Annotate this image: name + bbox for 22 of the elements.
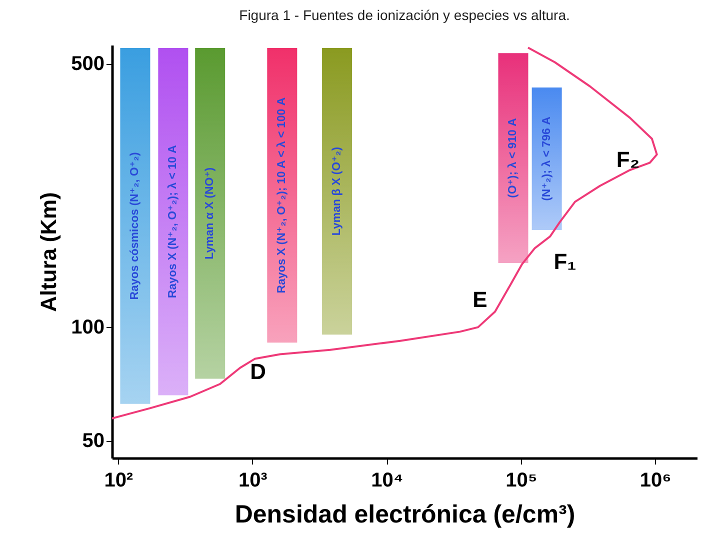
x-tick-label: 10⁶ xyxy=(640,470,672,492)
annotation: Rayos X (N⁺₂, O⁺₂); λ < 10 A xyxy=(167,145,180,298)
y-tick-label: 50 xyxy=(82,430,104,452)
y-axis-title: Altura (Km) xyxy=(36,192,62,312)
annotation: D xyxy=(250,359,266,384)
x-tick-label: 10⁵ xyxy=(506,470,538,492)
y-tick-label: 100 xyxy=(71,316,104,339)
annotation: Rayos cósmicos (N⁺₂, O⁺₂) xyxy=(129,152,142,300)
annotation: Lyman α X (NO⁺) xyxy=(204,167,216,260)
annotation: Rayos X (N⁺₂, O⁺₂); 10 A < λ < 100 A xyxy=(276,97,288,294)
annotation: (N⁺₂); λ < 796 A xyxy=(540,116,553,201)
annotation: (O⁺); λ < 910 A xyxy=(507,118,520,198)
x-tick-label: 10³ xyxy=(238,470,268,492)
annotation: E xyxy=(472,287,488,312)
x-tick-label: 10⁴ xyxy=(371,470,404,492)
x-axis-title: Densidad electrónica (e/cm³) xyxy=(234,500,576,528)
annotation: F₂ xyxy=(616,147,640,172)
annotation: F₁ xyxy=(554,249,576,274)
y-tick-label: 500 xyxy=(71,53,104,76)
annotation: Lyman β X (O⁺₂) xyxy=(331,146,344,236)
chart-title: Figura 1 - Fuentes de ionización y especies vs altura. xyxy=(239,7,570,23)
x-tick-label: 10² xyxy=(104,470,134,492)
